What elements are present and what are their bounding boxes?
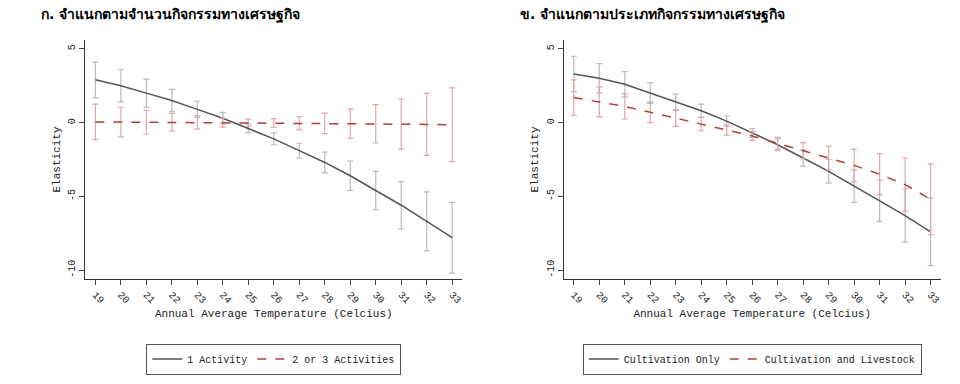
- svg-text:Cultivation and Livestock: Cultivation and Livestock: [765, 355, 915, 366]
- svg-text:22: 22: [166, 290, 182, 306]
- svg-text:22: 22: [645, 290, 661, 306]
- svg-text:31: 31: [396, 290, 412, 306]
- svg-text:31: 31: [874, 290, 890, 306]
- svg-text:5: 5: [67, 44, 78, 50]
- svg-text:30: 30: [370, 290, 386, 306]
- svg-text:32: 32: [899, 290, 915, 306]
- svg-text:0: 0: [546, 118, 557, 124]
- svg-text:Annual Average Temperature (Ce: Annual Average Temperature (Celcius): [155, 308, 393, 320]
- svg-text:Elasticity: Elasticity: [529, 126, 541, 192]
- svg-text:-10: -10: [546, 260, 557, 278]
- svg-text:23: 23: [670, 290, 686, 306]
- svg-text:27: 27: [772, 290, 788, 306]
- svg-text:26: 26: [268, 290, 284, 306]
- svg-text:29: 29: [823, 290, 839, 306]
- svg-text:33: 33: [925, 290, 941, 306]
- svg-text:5: 5: [546, 44, 557, 50]
- svg-text:23: 23: [192, 290, 208, 306]
- svg-text:25: 25: [721, 290, 737, 306]
- svg-text:30: 30: [848, 290, 864, 306]
- svg-text:0: 0: [67, 118, 78, 124]
- svg-text:1 Activity: 1 Activity: [187, 355, 247, 366]
- svg-text:24: 24: [217, 290, 233, 306]
- svg-text:27: 27: [294, 290, 310, 306]
- svg-text:21: 21: [141, 290, 157, 306]
- svg-text:ก. จำแนกตามจำนวนกิจกรรมทางเศรษ: ก. จำแนกตามจำนวนกิจกรรมทางเศรษฐกิจ: [41, 6, 300, 24]
- svg-text:24: 24: [696, 290, 712, 306]
- svg-text:19: 19: [90, 290, 106, 306]
- svg-text:Cultivation Only: Cultivation Only: [624, 355, 720, 366]
- svg-text:19: 19: [568, 290, 584, 306]
- svg-text:-5: -5: [67, 189, 78, 201]
- svg-text:28: 28: [798, 290, 814, 306]
- svg-text:20: 20: [115, 290, 131, 306]
- svg-text:ข. จำแนกตามประเภทกิจกรรมทางเศร: ข. จำแนกตามประเภทกิจกรรมทางเศรษฐกิจ: [520, 6, 785, 24]
- svg-text:25: 25: [243, 290, 259, 306]
- svg-text:Annual Average Temperature (Ce: Annual Average Temperature (Celcius): [633, 308, 871, 320]
- svg-text:-10: -10: [67, 260, 78, 278]
- svg-text:28: 28: [319, 290, 335, 306]
- svg-text:29: 29: [345, 290, 361, 306]
- svg-text:21: 21: [619, 290, 635, 306]
- svg-text:33: 33: [447, 290, 463, 306]
- svg-text:Elasticity: Elasticity: [51, 126, 63, 192]
- svg-text:32: 32: [421, 290, 437, 306]
- svg-text:26: 26: [747, 290, 763, 306]
- svg-text:-5: -5: [546, 189, 557, 201]
- svg-text:20: 20: [594, 290, 610, 306]
- svg-text:2 or 3 Activities: 2 or 3 Activities: [292, 355, 394, 366]
